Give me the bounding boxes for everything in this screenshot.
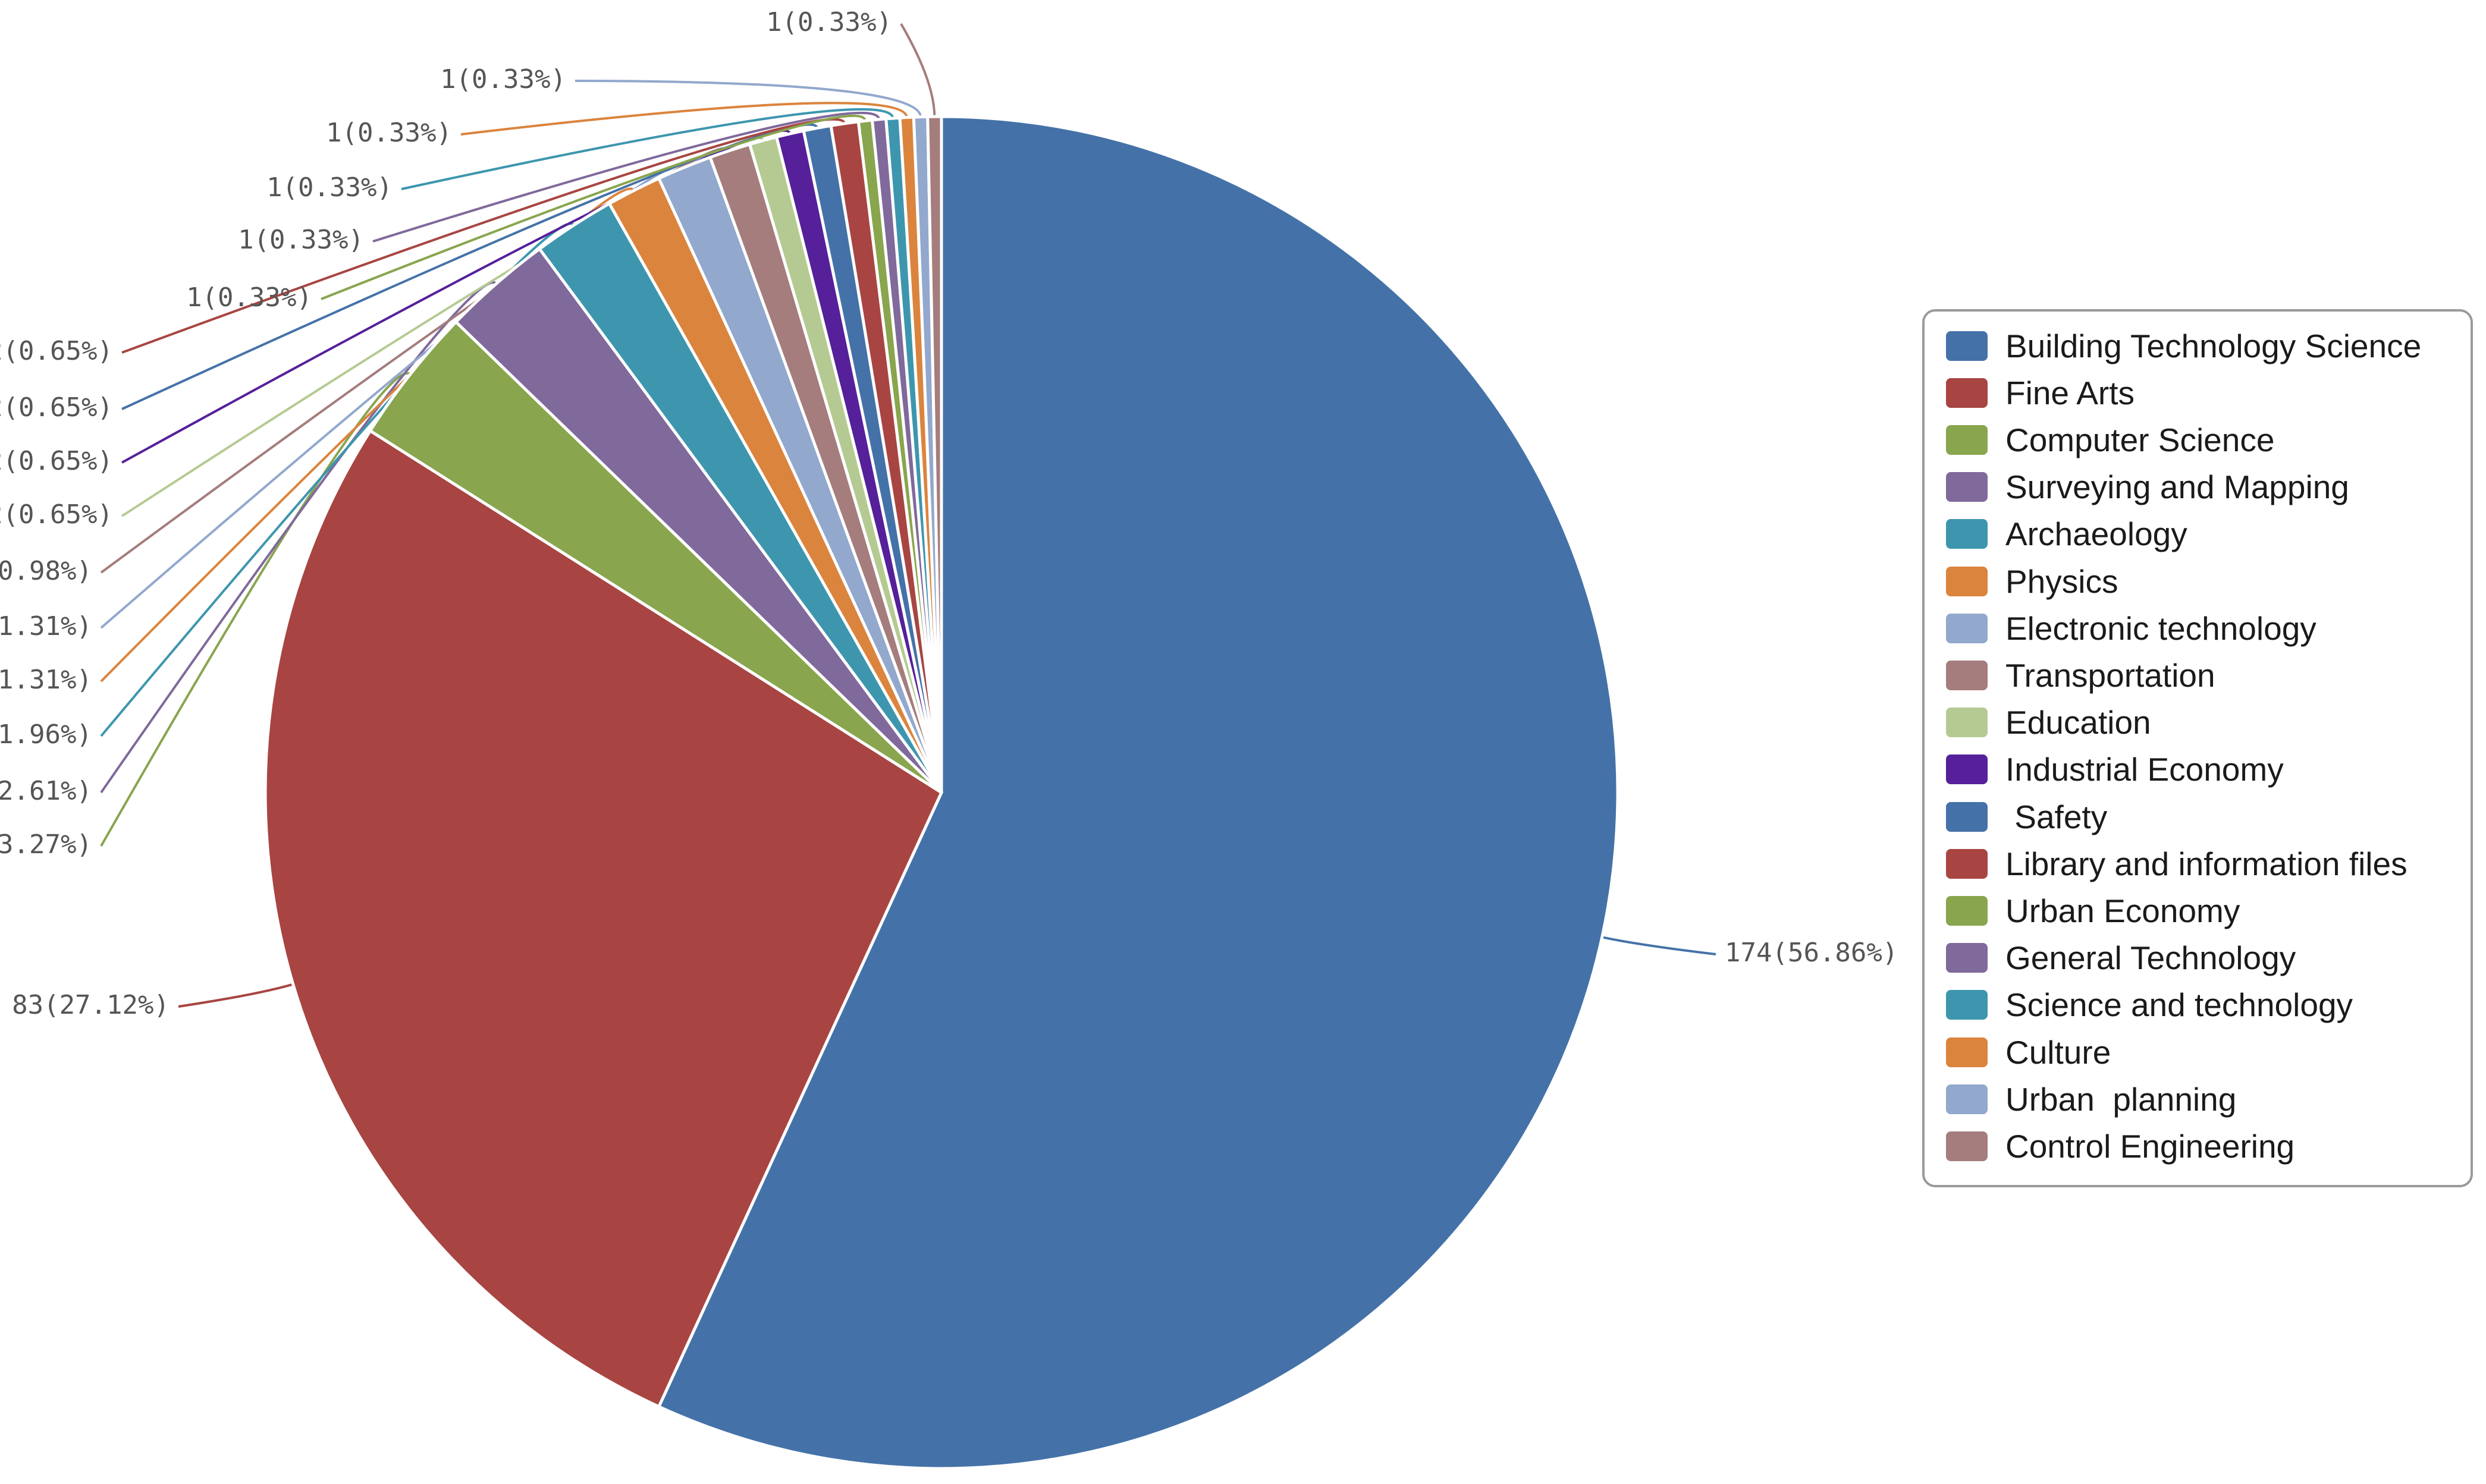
legend-swatch xyxy=(1946,472,1988,502)
slice-value-label: 83(27.12%) xyxy=(12,990,170,1020)
legend-label: Education xyxy=(2005,704,2151,741)
legend-label: Library and information files xyxy=(2005,845,2407,882)
legend-swatch xyxy=(1946,895,1988,926)
legend-label: Electronic technology xyxy=(2005,609,2316,647)
legend-label: Building Technology Science xyxy=(2005,327,2422,364)
legend-swatch xyxy=(1946,331,1988,361)
legend-swatch xyxy=(1946,801,1988,832)
legend-label: Urban planning xyxy=(2005,1080,2237,1118)
legend-item: Library and information files xyxy=(1946,840,2407,887)
legend-swatch xyxy=(1946,708,1988,738)
leader-line xyxy=(575,80,922,117)
slice-value-label: 2(0.65%) xyxy=(0,392,113,423)
legend-swatch xyxy=(1946,425,1988,455)
pie-slice xyxy=(263,429,944,1409)
pie-slice xyxy=(368,319,943,794)
legend-item: General Technology xyxy=(1946,935,2296,982)
legend-item: Education xyxy=(1946,699,2151,746)
legend-swatch xyxy=(1946,660,1988,690)
slice-value-label: 2(0.65%) xyxy=(0,336,113,366)
legend-item: Electronic technology xyxy=(1946,605,2316,652)
legend-item: Physics xyxy=(1946,558,2118,605)
legend-swatch xyxy=(1946,943,1988,973)
slice-value-label: 2(0.65%) xyxy=(0,499,113,530)
legend-item: Building Technology Science xyxy=(1946,322,2421,369)
legend-swatch xyxy=(1946,754,1988,785)
legend-item: Culture xyxy=(1946,1029,2111,1076)
legend-label: Control Engineering xyxy=(2005,1127,2295,1165)
leader-line xyxy=(178,983,294,1008)
legend-label: Fine Arts xyxy=(2005,374,2135,411)
chart-legend: Building Technology Science Fine Arts Comp… xyxy=(1922,309,2473,1187)
slice-value-label: 1(0.33%) xyxy=(266,172,393,203)
legend-swatch xyxy=(1946,1084,1988,1114)
legend-swatch xyxy=(1946,1131,1988,1161)
legend-item: Safety xyxy=(1946,793,2107,840)
legend-label: Computer Science xyxy=(2005,421,2275,458)
slice-value-label: 8(2.61%) xyxy=(0,776,92,806)
legend-swatch xyxy=(1946,519,1988,549)
slice-value-label: 4(1.31%) xyxy=(0,665,92,695)
legend-swatch xyxy=(1946,848,1988,879)
legend-swatch xyxy=(1946,1037,1988,1067)
legend-item: Archaeology xyxy=(1946,511,2187,558)
legend-item: Urban planning xyxy=(1946,1076,2236,1123)
slice-value-label: 4(1.31%) xyxy=(0,611,92,642)
leader-line xyxy=(900,23,936,117)
slice-value-label: 2(0.65%) xyxy=(0,446,113,476)
slice-value-label: 1(0.33%) xyxy=(440,64,566,95)
slice-value-label: 6(1.96%) xyxy=(0,719,92,750)
legend-label: Safety xyxy=(2005,798,2108,835)
slice-value-label: 1(0.33%) xyxy=(326,118,452,148)
legend-swatch xyxy=(1946,378,1988,408)
legend-label: General Technology xyxy=(2005,939,2296,977)
pie-slice xyxy=(926,115,943,793)
pie-slices xyxy=(263,115,1619,1470)
slice-value-label: 10(3.27%) xyxy=(0,829,92,860)
legend-item: Control Engineering xyxy=(1946,1123,2294,1169)
legend-item: Surveying and Mapping xyxy=(1946,464,2349,511)
legend-label: Archaeology xyxy=(2005,515,2187,553)
legend-label: Transportation xyxy=(2005,656,2215,694)
legend-label: Industrial Economy xyxy=(2005,751,2284,788)
pie-slice xyxy=(657,115,1619,1470)
legend-item: Urban Economy xyxy=(1946,887,2240,934)
legend-item: Transportation xyxy=(1946,652,2215,699)
data-labels: 174(56.86%) 83(27.12%) 10(3.27%) 8(2.61%) 6(… xyxy=(0,7,1898,1020)
legend-swatch xyxy=(1946,566,1988,596)
legend-label: Urban Economy xyxy=(2005,892,2240,929)
leader-line xyxy=(401,108,894,190)
slice-value-label: 1(0.33%) xyxy=(186,282,312,313)
slice-value-label: 1(0.33%) xyxy=(238,225,364,255)
slice-value-label: 3(0.98%) xyxy=(0,556,92,586)
leader-line xyxy=(372,111,881,243)
legend-item: Fine Arts xyxy=(1946,369,2135,416)
legend-swatch xyxy=(1946,990,1988,1020)
legend-item: Computer Science xyxy=(1946,416,2274,463)
legend-item: Science and technology xyxy=(1946,982,2353,1029)
legend-label: Science and technology xyxy=(2005,986,2353,1024)
slice-value-label: 1(0.33%) xyxy=(766,7,892,37)
legend-label: Culture xyxy=(2005,1033,2111,1071)
legend-label: Physics xyxy=(2005,562,2118,600)
leader-line xyxy=(321,114,867,300)
leader-line xyxy=(460,102,908,136)
legend-label: Surveying and Mapping xyxy=(2005,469,2349,506)
slice-value-label: 174(56.86%) xyxy=(1725,938,1898,968)
legend-swatch xyxy=(1946,613,1988,643)
legend-item: Industrial Economy xyxy=(1946,746,2284,793)
leader-line xyxy=(1602,936,1716,955)
